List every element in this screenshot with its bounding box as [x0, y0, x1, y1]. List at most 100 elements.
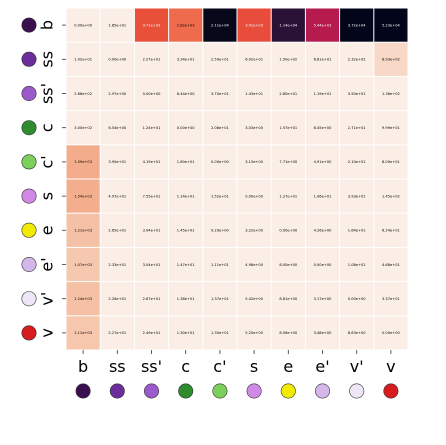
cell-value-label: 6.54e+00	[108, 126, 127, 130]
heatmap-cell	[100, 76, 134, 111]
heatmap-cell	[271, 179, 305, 213]
cell-value-label: 1.45e+02	[382, 194, 400, 198]
cell-value-label: 1.47e+01	[177, 263, 195, 267]
heatmap-cell	[169, 42, 203, 76]
cell-value-label: 1.64e+01	[348, 229, 366, 233]
cell-value-label: 6.92e+01	[245, 58, 263, 62]
heatmap-cell	[66, 42, 100, 76]
y-tick-label: e	[38, 225, 57, 235]
cell-value-label: 4.91e+00	[314, 160, 333, 164]
y-marker-circle	[21, 256, 37, 272]
cell-value-label: 0.00e+00	[143, 92, 162, 96]
cell-value-label: 2.71e+01	[348, 126, 366, 130]
heatmap-cell	[237, 282, 271, 316]
heatmap-cell	[203, 42, 237, 76]
heatmap-cell	[271, 213, 305, 247]
heatmap-cell	[271, 76, 305, 111]
y-tick-label: ss'	[38, 83, 57, 104]
cell-value-label: 9.99e+01	[382, 126, 400, 130]
heatmap-cell	[237, 145, 271, 179]
cell-value-label: 5.44e+03	[314, 23, 332, 27]
cell-value-label: 1.30e+01	[177, 331, 195, 335]
heatmap-cell	[134, 179, 169, 213]
heatmap-cell	[169, 213, 203, 247]
cell-value-label: 8.44e+00	[177, 92, 196, 96]
y-marker-circle	[21, 291, 37, 307]
cell-value-label: 1.08e+01	[348, 263, 366, 267]
heatmap-cell	[374, 76, 408, 111]
heatmap-cell	[100, 316, 134, 350]
x-axis: b ss ss' c c' s e e' v' v	[75, 350, 399, 399]
cell-value-label: 1.60e+01	[177, 160, 195, 164]
heatmap-cell	[100, 247, 134, 282]
y-tick-label: c	[38, 123, 57, 132]
heatmap-cell	[134, 145, 169, 179]
cell-value-label: 2.49e+01	[143, 331, 161, 335]
y-marker-circle	[21, 188, 37, 204]
x-tick-label: v'	[350, 357, 364, 376]
cell-value-label: 3.00e+02	[74, 126, 92, 130]
y-marker-circle	[21, 86, 37, 102]
heatmap-cell	[340, 111, 374, 145]
cell-value-label: 1.24e+01	[143, 126, 161, 130]
heatmap-cell	[374, 145, 408, 179]
cell-value-label: 2.66e+02	[74, 92, 92, 96]
heatmap-cell	[374, 247, 408, 282]
cell-value-label: 8.93e+02	[382, 58, 400, 62]
cell-value-label: 3.04e+01	[143, 263, 161, 267]
heatmap-cell	[271, 111, 305, 145]
x-marker-circle	[280, 383, 296, 399]
cell-value-label: 1.37e+01	[211, 297, 229, 301]
heatmap-cell	[100, 8, 134, 42]
x-tick-label: e'	[315, 357, 329, 376]
cell-value-label: 0.00e+00	[177, 126, 196, 130]
cell-value-label: 3.50e+01	[348, 92, 366, 96]
heatmap-cell	[203, 145, 237, 179]
x-marker-circle	[212, 383, 228, 399]
cell-value-label: 0.00e+00	[211, 160, 230, 164]
cell-value-label: 3.22e+00	[245, 229, 264, 233]
cell-value-label: 1.11e+03	[74, 331, 92, 335]
cell-value-label: 0.00e+00	[382, 331, 401, 335]
cell-value-label: 8.00e+01	[382, 160, 400, 164]
cell-value-label: 9.29e+00	[211, 229, 230, 233]
cell-value-label: 8.45e+00	[314, 126, 333, 130]
heatmap-cell	[340, 42, 374, 76]
y-marker-circle	[21, 222, 37, 238]
heatmap-cell	[305, 42, 340, 76]
heatmap-cell	[340, 282, 374, 316]
heatmap-cell	[237, 247, 271, 282]
cell-value-label: 2.59e+01	[211, 58, 229, 62]
cell-value-label: 1.07e+03	[74, 263, 92, 267]
cell-value-label: 1.02e+01	[74, 58, 92, 62]
cell-value-label: 3.71e+03	[143, 23, 161, 27]
cell-value-label: 2.82e+03	[177, 23, 195, 27]
heatmap-cell	[169, 8, 203, 42]
x-marker-circle	[383, 383, 399, 399]
heatmap-cell	[340, 179, 374, 213]
cell-value-label: 4.97e+01	[108, 194, 126, 198]
x-tick-label: c'	[213, 357, 226, 376]
heatmap-cell	[66, 8, 100, 42]
heatmap-cell	[203, 76, 237, 111]
cell-value-label: 1.11e+01	[211, 263, 229, 267]
y-tick-label: s	[38, 192, 57, 200]
heatmap-cell	[305, 145, 340, 179]
cell-value-label: 8.63e+00	[348, 331, 367, 335]
cell-value-label: 2.33e+01	[108, 263, 126, 267]
heatmap-cell	[305, 213, 340, 247]
heatmap-cell	[169, 145, 203, 179]
cell-value-label: 5.42e+00	[245, 297, 264, 301]
heatmap-cell	[374, 42, 408, 76]
cell-value-label: 2.80e+01	[279, 92, 297, 96]
cell-value-label: 7.55e+01	[143, 194, 161, 198]
cell-value-label: 8.56e+00	[279, 331, 298, 335]
heatmap-cell	[374, 282, 408, 316]
y-tick-label: b	[38, 20, 57, 30]
cell-value-label: 3.90e+01	[108, 160, 126, 164]
heatmap-cell	[203, 247, 237, 282]
heatmap-cell	[271, 316, 305, 350]
heatmap-cell	[134, 8, 169, 42]
